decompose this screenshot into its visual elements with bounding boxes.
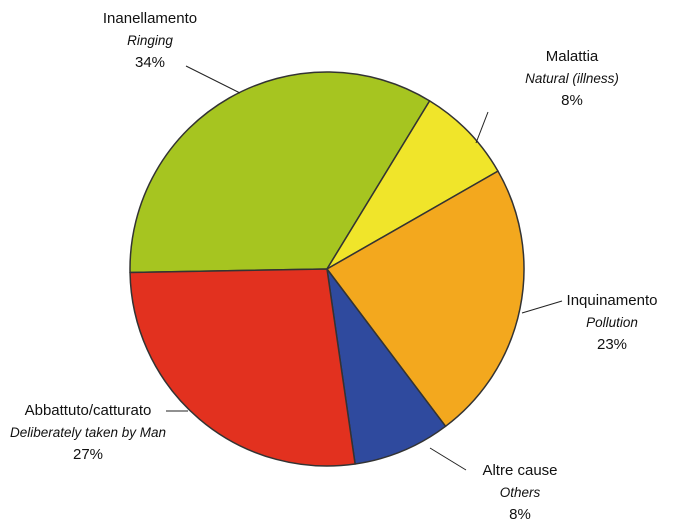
category-name: Altre cause [482,462,558,479]
slice-label: Inquinamento Pollution 23% [542,290,677,356]
category-english: Pollution [586,315,638,330]
category-name: Abbattuto/catturato [24,402,152,419]
slice-label: Altre cause Others 8% [450,460,590,526]
value-label: 8% [509,506,531,523]
value-label: 34% [134,54,166,71]
leader-line [429,447,467,471]
leader-line [185,65,241,94]
category-english: Deliberately taken by Man [9,425,167,440]
slice-label: Abbattuto/catturato Deliberately taken by… [3,400,173,466]
category-english: Others [499,485,541,500]
leader-line [475,111,489,144]
category-name: Inquinamento [566,292,658,309]
slice-label: Malattia Natural (illness) 8% [472,46,672,112]
value-label: 27% [72,446,104,463]
category-name: Malattia [545,48,599,65]
category-name: Inanellamento [102,10,198,27]
slice-label: Inanellamento Ringing 34% [50,8,250,74]
category-english: Ringing [127,33,173,48]
pie-slice [326,268,447,465]
leader-line [521,300,563,314]
value-label: 23% [596,336,628,353]
pie-slice [326,100,499,270]
value-label: 8% [561,92,583,109]
category-english: Natural (illness) [525,71,619,86]
pie-slice [326,170,525,428]
pie-slice [129,268,356,467]
